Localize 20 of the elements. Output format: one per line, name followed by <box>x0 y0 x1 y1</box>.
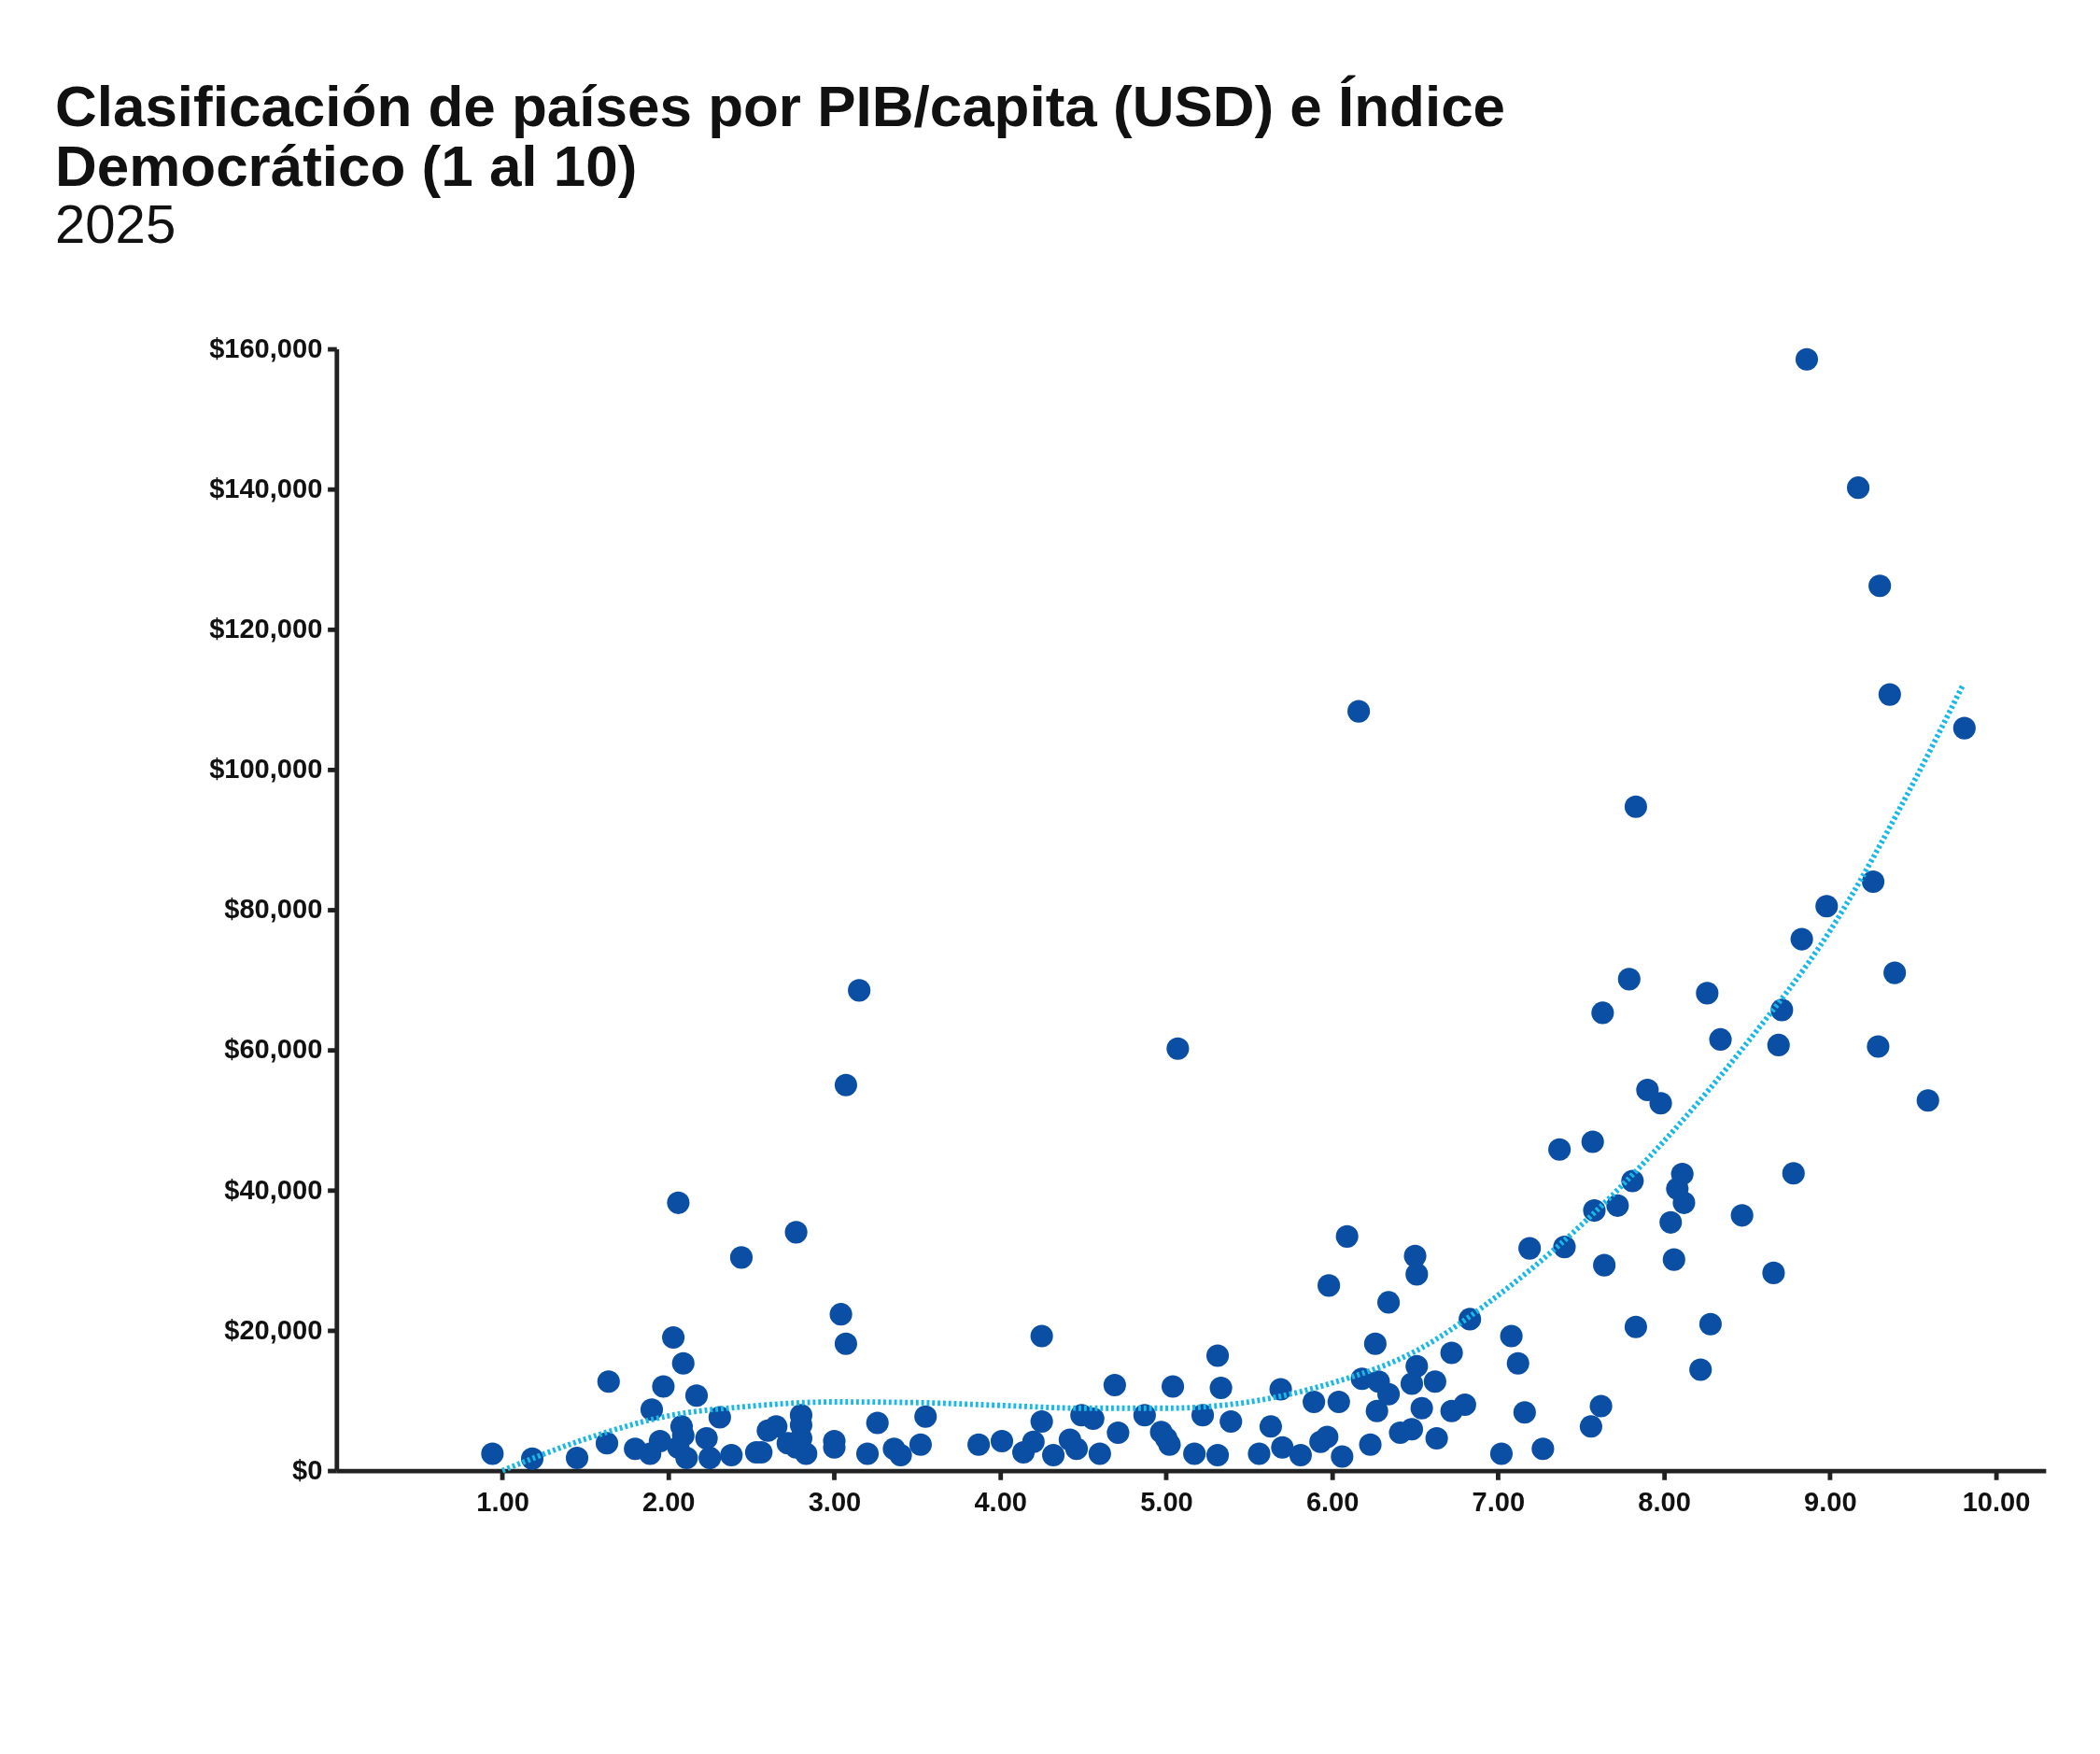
x-tick-label: 1.00 <box>476 1486 529 1517</box>
chart-subtitle: 2025 <box>54 193 176 255</box>
y-tick-label: $0 <box>291 1454 323 1485</box>
x-tick-label: 6.00 <box>1305 1486 1360 1517</box>
y-tick-label: $20,000 <box>224 1314 323 1345</box>
x-tick-label: 3.00 <box>808 1486 862 1517</box>
y-tick-label: $160,000 <box>209 332 323 363</box>
y-tick-label: $80,000 <box>224 894 323 925</box>
x-tick-label: 4.00 <box>974 1486 1027 1517</box>
y-tick-label: $60,000 <box>224 1034 323 1065</box>
x-tick-label: 9.00 <box>1804 1486 1857 1517</box>
x-tick-label: 2.00 <box>641 1486 696 1517</box>
y-tick-label: $140,000 <box>209 473 323 503</box>
y-tick-label: $40,000 <box>224 1174 323 1205</box>
x-tick-label: 8.00 <box>1638 1486 1691 1517</box>
x-tick-label: 7.00 <box>1472 1486 1526 1517</box>
y-tick-label: $100,000 <box>209 754 323 785</box>
x-tick-label: 10.00 <box>1962 1486 2031 1517</box>
y-tick-label: $120,000 <box>209 614 323 644</box>
x-tick-label: 5.00 <box>1140 1486 1193 1517</box>
